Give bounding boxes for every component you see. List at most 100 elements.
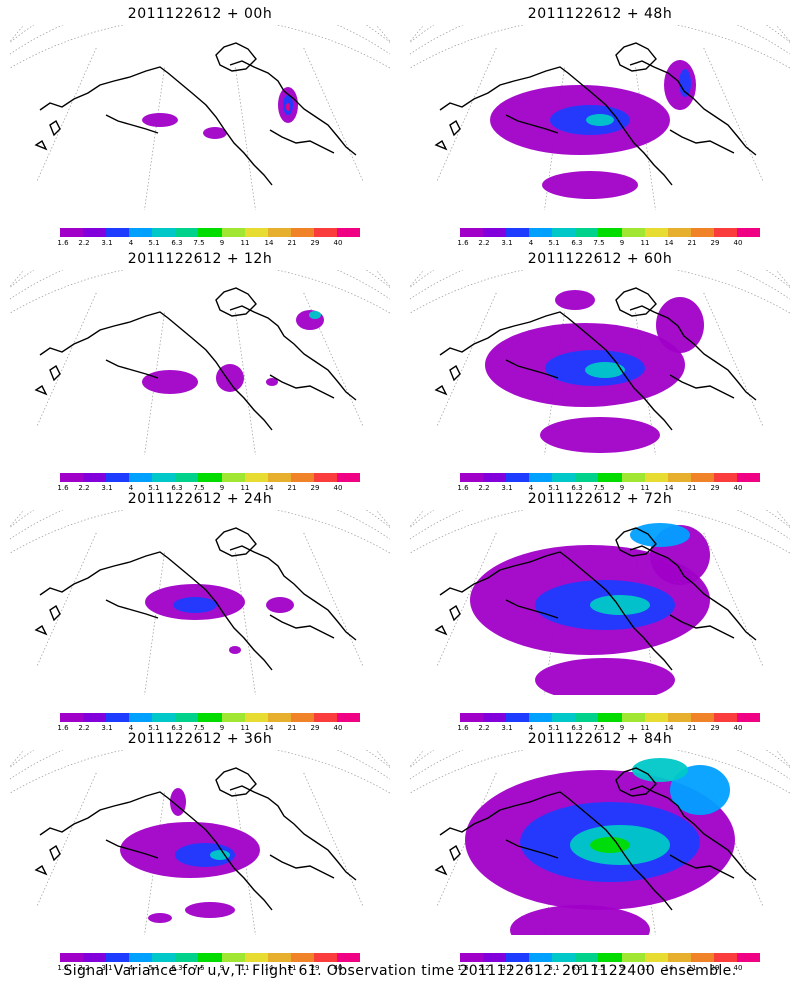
variance-contour [590, 595, 650, 615]
variance-contour [555, 290, 595, 310]
colorbar-swatch [198, 228, 222, 237]
colorbar-tick-label: 1.6 [57, 724, 69, 732]
colorbar-swatch [313, 228, 337, 237]
coastline [269, 129, 335, 154]
colorbar-swatch [483, 713, 507, 722]
colorbar-swatch [460, 473, 484, 482]
colorbar-tick-label: 11 [640, 724, 650, 732]
variance-contour [586, 114, 614, 126]
colorbar-ticks: 1.6 2.2 3.1 4 5.1 6.3 7.5 9 11 14 21 29 40 [451, 724, 751, 734]
map-grid [10, 750, 390, 935]
colorbar-ticks: 1.6 2.2 3.1 4 5.1 6.3 7.5 9 11 14 21 29 40 [51, 484, 351, 494]
colorbar-swatch [713, 953, 737, 962]
colorbar-tick-label: 21 [287, 484, 297, 492]
colorbar [460, 953, 761, 962]
polar-map [410, 270, 790, 455]
colorbar-tick-label: 9 [219, 484, 225, 492]
forecast-panel: 2011122612 + 12h 1.6 2.2 3.1 4 5.1 6.3 7.5 9 11 14… [0, 250, 400, 495]
colorbar-swatch [644, 228, 668, 237]
colorbar-swatch [106, 953, 130, 962]
colorbar-tick-label: 29 [310, 724, 320, 732]
colorbar-tick-label: 7.5 [593, 724, 605, 732]
colorbar-tick-label: 6.3 [171, 484, 183, 492]
colorbar-swatch [60, 953, 84, 962]
colorbar-tick-label: 21 [687, 724, 697, 732]
map-grid [10, 510, 390, 695]
colorbar-tick-label: 2.2 [78, 484, 90, 492]
colorbar-tick-label: 7.5 [593, 239, 605, 247]
panel-title: 2011122612 + 12h [127, 251, 273, 267]
colorbar-swatch [529, 713, 553, 722]
colorbar-swatch [129, 228, 153, 237]
coastline [505, 359, 559, 379]
colorbar-tick-label: 14 [264, 239, 274, 247]
colorbar-tick-label: 21 [687, 964, 697, 972]
colorbar-swatch [529, 228, 553, 237]
coastline [34, 864, 48, 876]
colorbar-swatch [244, 953, 268, 962]
coastline [505, 599, 559, 619]
coastline [669, 129, 735, 154]
coastline [615, 287, 657, 317]
colorbar-tick-label: 11 [240, 239, 250, 247]
colorbar-swatch [667, 953, 691, 962]
colorbar-swatch [175, 953, 199, 962]
colorbar-tick-label: 29 [710, 964, 720, 972]
colorbar-tick-label: 4 [528, 239, 534, 247]
colorbar-swatch [290, 473, 314, 482]
forecast-panel: 2011122612 + 36h 1.6 2.2 3.1 4 5.1 6.3 7.5 9 11 14… [0, 730, 400, 975]
colorbar-tick-label: 1.6 [57, 484, 69, 492]
variance-contour [148, 913, 172, 923]
coastline [449, 119, 461, 137]
colorbar-swatch [483, 953, 507, 962]
colorbar-ticks: 1.6 2.2 3.1 4 5.1 6.3 7.5 9 11 14 21 29 40 [451, 484, 751, 494]
polar-map [10, 750, 390, 935]
colorbar-swatch [106, 228, 130, 237]
coastline [615, 527, 657, 557]
variance-contour [173, 597, 217, 613]
colorbar-swatch [198, 473, 222, 482]
colorbar-swatch [690, 473, 714, 482]
colorbar-swatch [575, 473, 599, 482]
colorbar [460, 473, 761, 482]
variance-contour [309, 311, 321, 319]
colorbar-tick-label: 40 [333, 239, 343, 247]
colorbar-ticks: 1.6 2.2 3.1 4 5.1 6.3 7.5 9 11 14 21 29 40 [451, 964, 751, 974]
coastline [215, 527, 257, 557]
colorbar-tick-label: 9 [619, 964, 625, 972]
colorbar-swatch [667, 473, 691, 482]
colorbar-swatch [221, 713, 245, 722]
colorbar-tick-label: 3.1 [101, 724, 113, 732]
colorbar-tick-label: 40 [733, 964, 743, 972]
polar-map [10, 510, 390, 695]
variance-contour [535, 658, 675, 695]
panel-title: 2011122612 + 48h [527, 6, 673, 22]
colorbar-tick-label: 14 [664, 964, 674, 972]
panel-title: 2011122612 + 24h [127, 491, 273, 507]
forecast-panel: 2011122612 + 72h 1.6 2.2 3.1 4 5.1 6.3 7.5 9 11 14… [400, 490, 800, 735]
colorbar-tick-label: 11 [640, 239, 650, 247]
forecast-panel: 2011122612 + 00h 1.6 2.2 3.1 4 5.1 6.3 7.5 9 11 14… [0, 5, 400, 250]
colorbar-swatch [483, 473, 507, 482]
colorbar-swatch [221, 228, 245, 237]
coastline [439, 551, 673, 671]
panel-title: 2011122612 + 84h [527, 731, 673, 747]
colorbar-swatch [244, 228, 268, 237]
colorbar-tick-label: 7.5 [593, 484, 605, 492]
colorbar-swatch [621, 713, 645, 722]
colorbar-swatch [736, 953, 761, 962]
panel-title: 2011122612 + 36h [127, 731, 273, 747]
colorbar-swatch [267, 228, 291, 237]
coastline [629, 545, 757, 641]
variance-contour [670, 765, 730, 815]
colorbar-swatch [575, 953, 599, 962]
coastline [49, 119, 61, 137]
colorbar-tick-label: 29 [710, 484, 720, 492]
colorbar-tick-label: 21 [687, 239, 697, 247]
colorbar-swatch [529, 953, 553, 962]
coastline [669, 854, 735, 879]
colorbar-tick-label: 2.2 [478, 964, 490, 972]
colorbar-tick-label: 2.2 [478, 724, 490, 732]
colorbar-tick-label: 3.1 [501, 724, 513, 732]
colorbar-tick-label: 1.6 [457, 964, 469, 972]
